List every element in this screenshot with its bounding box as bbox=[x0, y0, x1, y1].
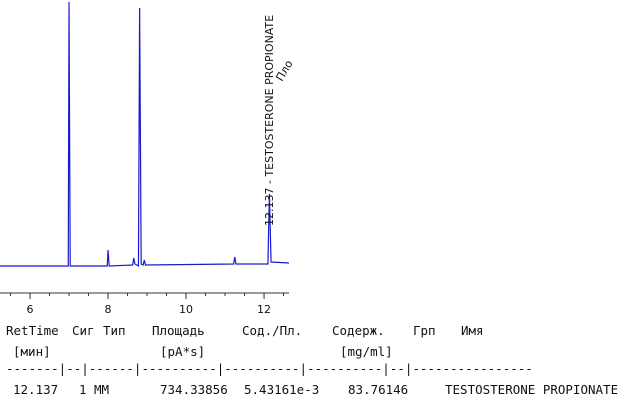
annotation: Пло bbox=[273, 58, 295, 84]
table-cell: 83.76146 bbox=[348, 382, 408, 397]
table-unit: [mg/ml] bbox=[340, 344, 393, 359]
table-header: Грп bbox=[413, 323, 436, 338]
table-cell: MM bbox=[94, 382, 109, 397]
table-header: Площадь bbox=[152, 323, 205, 338]
table-header: Сиг bbox=[72, 323, 95, 338]
table-unit: [pA*s] bbox=[160, 344, 205, 359]
x-tick-label: 10 bbox=[179, 303, 193, 316]
x-tick-label: 8 bbox=[105, 303, 112, 316]
table-header: Имя bbox=[461, 323, 484, 338]
table-cell: 734.33856 bbox=[160, 382, 228, 397]
x-tick-label: 12 bbox=[257, 303, 271, 316]
table-header: Содерж. bbox=[332, 323, 385, 338]
table-header: Сод./Пл. bbox=[242, 323, 302, 338]
peak-label: 12.137 - TESTOSTERONE PROPIONATE bbox=[263, 15, 276, 226]
table-unit: [мин] bbox=[13, 344, 51, 359]
x-tick-label: 6 bbox=[27, 303, 34, 316]
chromatogram-line bbox=[0, 1, 290, 268]
table-cell: 12.137 bbox=[13, 382, 58, 397]
table-header: RetTime bbox=[6, 323, 59, 338]
table-header: Тип bbox=[103, 323, 126, 338]
table-separator: -------|--|------|----------|----------|… bbox=[6, 361, 533, 376]
table-cell: 5.43161e-3 bbox=[244, 382, 319, 397]
table-cell: TESTOSTERONE PROPIONATE bbox=[445, 382, 618, 397]
table-cell: 1 bbox=[79, 382, 87, 397]
